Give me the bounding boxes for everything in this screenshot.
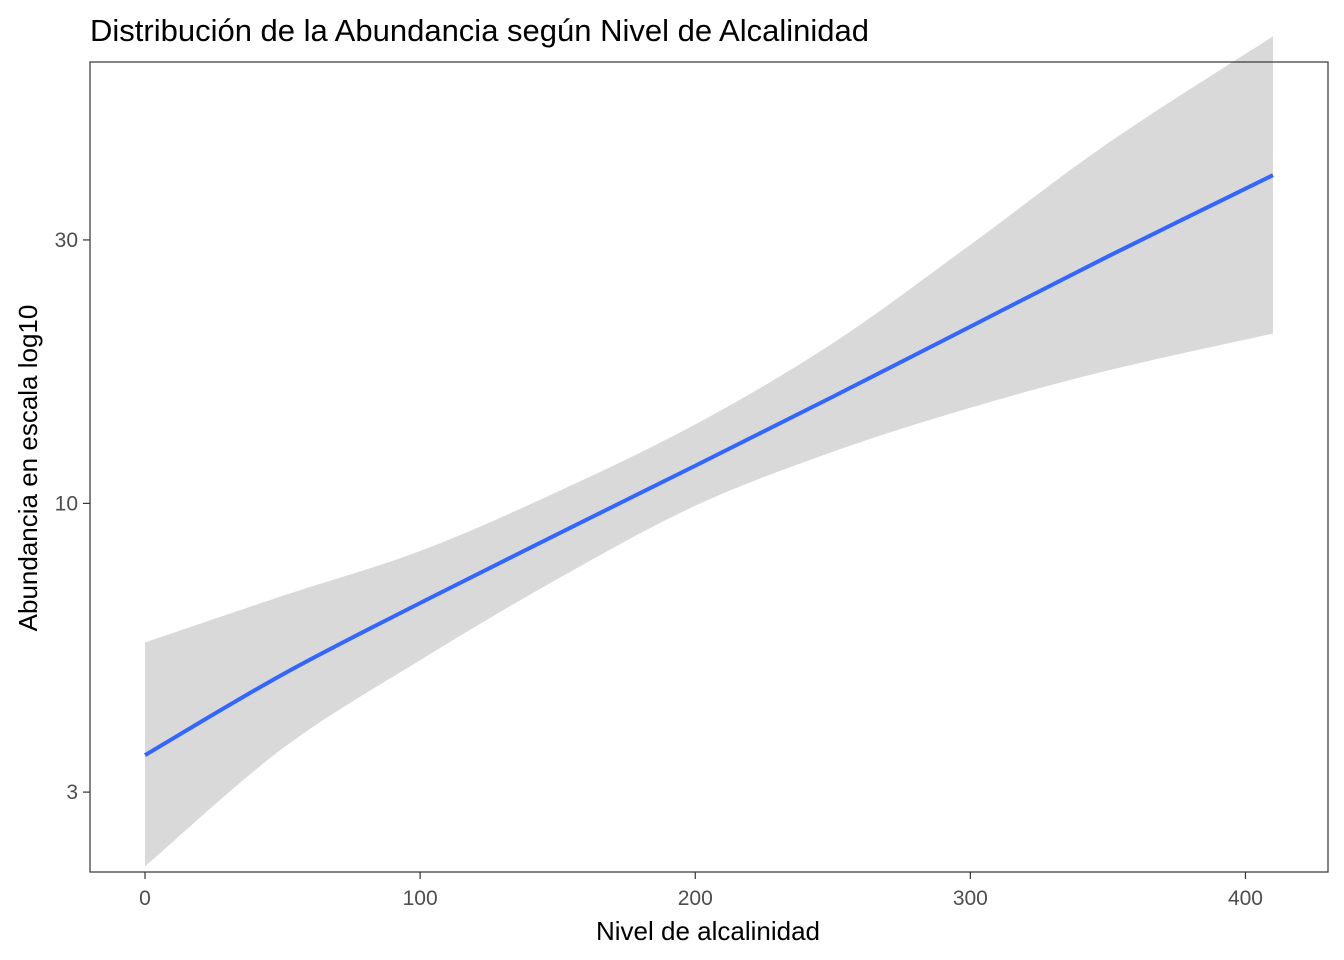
panel-border bbox=[89, 61, 1329, 873]
x-tick-label: 300 bbox=[953, 887, 988, 910]
x-axis: 0 100 200 300 400 bbox=[139, 872, 1263, 910]
y-tick-label: 3 bbox=[66, 781, 78, 804]
plot-area bbox=[144, 36, 1274, 867]
y-tick-label: 10 bbox=[55, 492, 78, 515]
x-tick-label: 0 bbox=[139, 887, 151, 910]
y-tick-label: 30 bbox=[55, 229, 78, 252]
chart-title: Distribución de la Abundancia según Nive… bbox=[90, 13, 869, 48]
x-tick-label: 200 bbox=[678, 887, 713, 910]
x-axis-label: Nivel de alcalinidad bbox=[596, 916, 820, 946]
x-tick-label: 100 bbox=[403, 887, 438, 910]
y-axis: 3 10 30 bbox=[55, 229, 90, 804]
fit-line-0 bbox=[144, 173, 1274, 757]
x-tick-label: 400 bbox=[1228, 887, 1263, 910]
y-axis-label: Abundancia en escala log10 bbox=[13, 305, 43, 632]
confidence-ribbon-0 bbox=[145, 36, 1273, 867]
